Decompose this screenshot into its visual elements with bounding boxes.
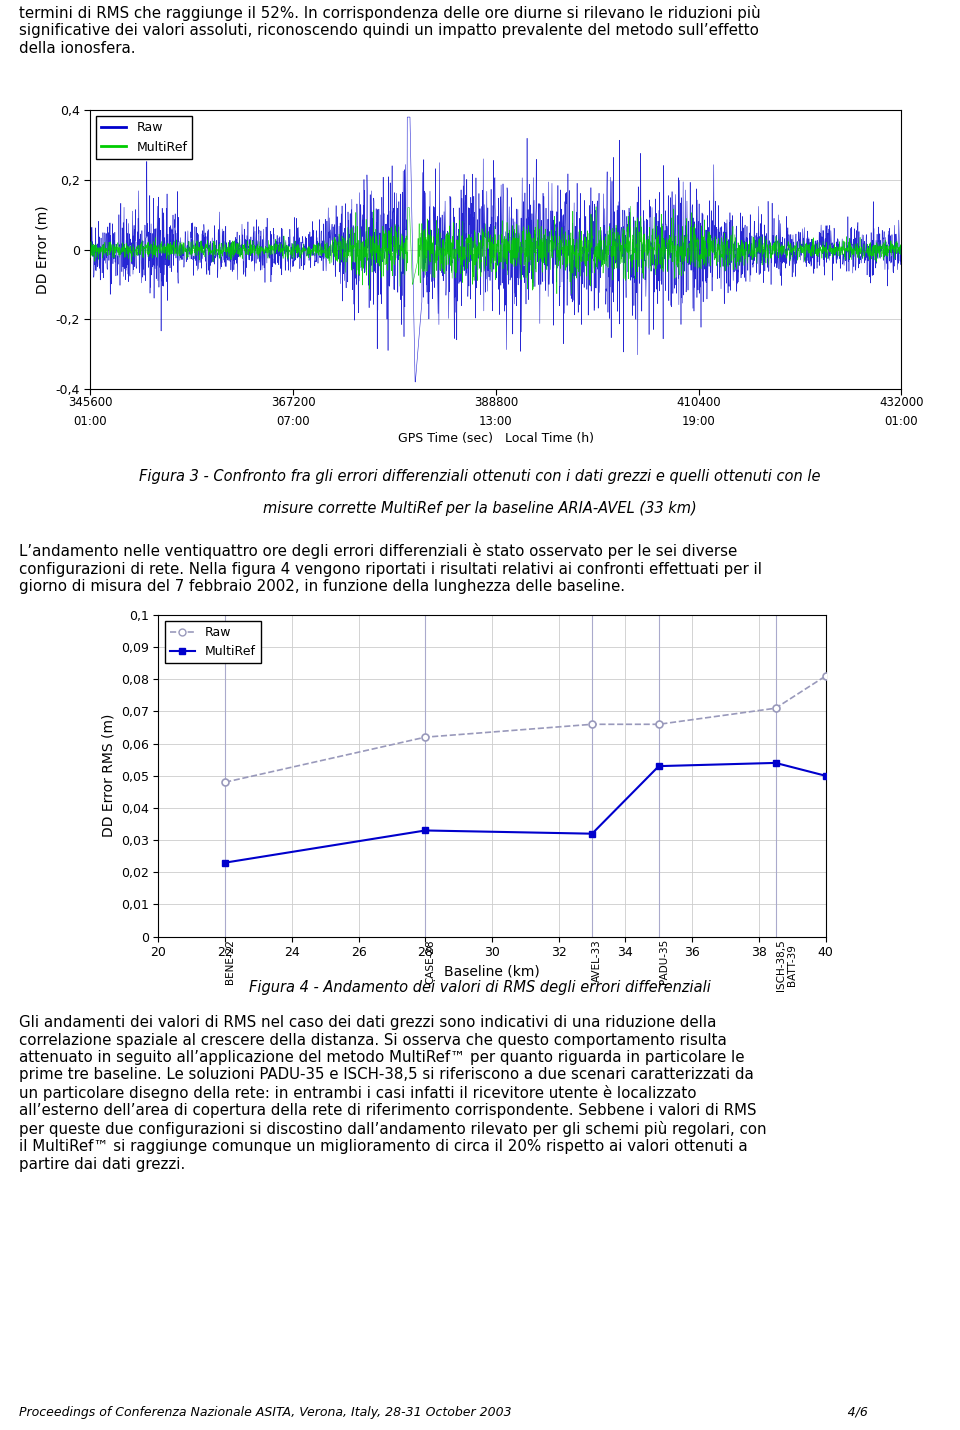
Text: PADU-35: PADU-35 [659,940,669,984]
Text: Proceedings of Conferenza Nazionale ASITA, Verona, Italy, 28-31 October 2003    : Proceedings of Conferenza Nazionale ASIT… [19,1406,868,1419]
Text: 13:00: 13:00 [479,415,513,428]
Text: 432000: 432000 [879,396,924,409]
Text: Figura 4 - Andamento dei valori di RMS degli errori differenziali: Figura 4 - Andamento dei valori di RMS d… [249,980,711,994]
Text: 388800: 388800 [473,396,518,409]
Text: 19:00: 19:00 [682,415,715,428]
Y-axis label: DD Error RMS (m): DD Error RMS (m) [101,714,115,838]
Legend: Raw, MultiRef: Raw, MultiRef [97,116,193,159]
Text: termini di RMS che raggiunge il 52%. In corrispondenza delle ore diurne si rilev: termini di RMS che raggiunge il 52%. In … [19,4,761,56]
Text: 410400: 410400 [677,396,721,409]
Text: BENE-22: BENE-22 [226,940,235,984]
Text: misure corrette MultiRef per la baseline ARIA-AVEL (33 km): misure corrette MultiRef per la baseline… [263,500,697,515]
Y-axis label: DD Error (m): DD Error (m) [36,206,50,293]
Text: L’andamento nelle ventiquattro ore degli errori differenziali è stato osservato : L’andamento nelle ventiquattro ore degli… [19,543,762,595]
Text: 07:00: 07:00 [276,415,310,428]
Text: 345600: 345600 [68,396,112,409]
Text: ISCH-38,5
BATT-39: ISCH-38,5 BATT-39 [776,940,797,991]
Legend: Raw, MultiRef: Raw, MultiRef [165,621,261,664]
Text: 367200: 367200 [271,396,315,409]
Text: Gli andamenti dei valori di RMS nel caso dei dati grezzi sono indicativi di una : Gli andamenti dei valori di RMS nel caso… [19,1015,767,1173]
Text: 01:00: 01:00 [73,415,108,428]
Text: 01:00: 01:00 [884,415,919,428]
Text: AVEL-33: AVEL-33 [592,940,602,982]
Text: Figura 3 - Confronto fra gli errori differenziali ottenuti con i dati grezzi e q: Figura 3 - Confronto fra gli errori diff… [139,469,821,483]
Text: GPS Time (sec)   Local Time (h): GPS Time (sec) Local Time (h) [397,432,594,445]
X-axis label: Baseline (km): Baseline (km) [444,965,540,980]
Text: CASE-28: CASE-28 [425,940,435,984]
